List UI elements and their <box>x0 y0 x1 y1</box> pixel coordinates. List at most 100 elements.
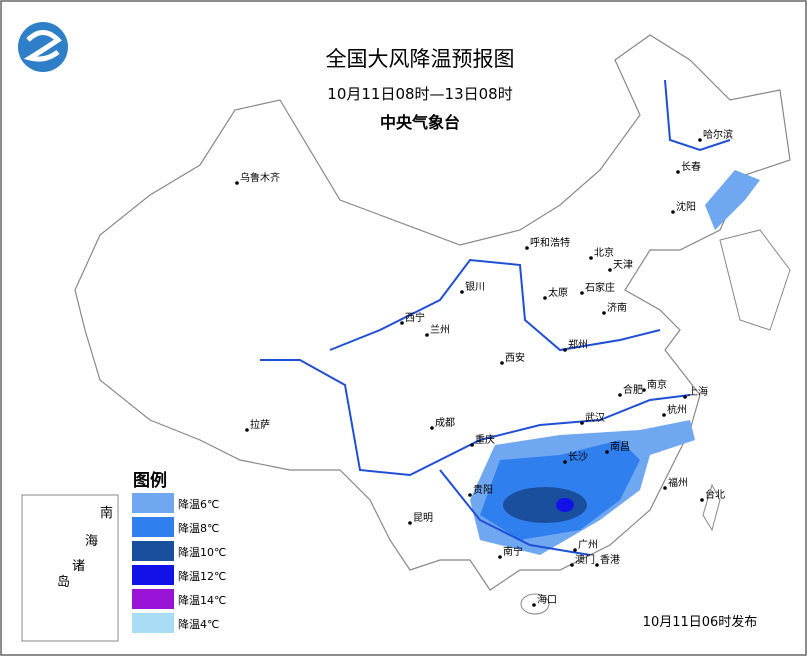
city-dot <box>245 428 249 432</box>
city-label: 合肥 <box>623 383 643 396</box>
title: 全国大风降温预报图 <box>326 47 515 71</box>
city-label: 银川 <box>465 280 485 293</box>
city-label: 南宁 <box>503 545 523 558</box>
subtitle: 10月11日08时—13日08时 <box>327 85 512 103</box>
city-dot <box>500 361 504 365</box>
taiwan-outline <box>702 483 721 532</box>
city-dot <box>543 296 547 300</box>
city-label: 兰州 <box>430 323 450 336</box>
city-dot <box>400 321 404 325</box>
legend-label: 降温14℃ <box>178 593 226 607</box>
inset-label: 南 <box>100 505 113 521</box>
city-label: 广州 <box>578 539 598 551</box>
logo <box>18 22 68 72</box>
legend-swatch <box>132 493 174 513</box>
city-label: 哈尔滨 <box>703 128 733 141</box>
legend-label: 降温12℃ <box>178 569 226 583</box>
city-dot <box>663 486 667 490</box>
city-label: 呼和浩特 <box>530 237 570 249</box>
city-label: 拉萨 <box>250 418 270 431</box>
legend-label: 降温4℃ <box>178 617 219 631</box>
legend-label: 降温8℃ <box>178 521 219 535</box>
legend-title: 图例 <box>133 470 167 491</box>
city-dot <box>525 246 529 250</box>
city-label: 西安 <box>505 351 525 364</box>
city-label: 沈阳 <box>676 200 696 213</box>
legend-swatch <box>132 565 174 585</box>
city-dot <box>580 291 584 295</box>
city-label: 贵阳 <box>473 483 493 496</box>
city-label: 杭州 <box>667 403 687 416</box>
city-dot <box>698 138 702 142</box>
city-label: 乌鲁木齐 <box>240 171 280 184</box>
city-label: 太原 <box>548 286 568 299</box>
city-label: 澳门 <box>575 553 595 566</box>
city-label: 济南 <box>607 301 627 314</box>
city-dot <box>580 421 584 425</box>
legend-swatch <box>132 589 174 609</box>
city-label: 福州 <box>668 476 688 489</box>
city-dot <box>430 426 434 430</box>
legend-label: 降温10℃ <box>178 545 226 559</box>
city-dot <box>683 395 687 399</box>
cooling-areas <box>470 170 760 555</box>
city-dot <box>563 348 567 352</box>
city-label: 西宁 <box>405 311 425 324</box>
inset-label: 岛 <box>57 574 70 590</box>
city-dot <box>470 443 474 447</box>
city-label: 郑州 <box>568 338 588 351</box>
city-dot <box>662 413 666 417</box>
city-label: 石家庄 <box>585 281 615 294</box>
city-dot <box>563 460 567 464</box>
city-dot <box>642 388 646 392</box>
city-label: 武汉 <box>585 411 605 424</box>
city-label: 香港 <box>600 554 620 566</box>
legend-swatch <box>132 541 174 561</box>
city-label: 南京 <box>647 378 667 391</box>
city-label: 重庆 <box>475 433 495 446</box>
city-label: 南昌 <box>610 440 630 453</box>
city-dot <box>589 256 593 260</box>
legend-swatch <box>132 517 174 537</box>
city-dot <box>498 555 502 559</box>
city-dot <box>460 290 464 294</box>
legend-swatch <box>132 613 174 633</box>
cooling-area <box>705 170 760 230</box>
inset-label: 海 <box>85 534 98 549</box>
city-dot <box>408 521 412 525</box>
city-dot <box>608 268 612 272</box>
city-label: 长沙 <box>568 451 588 463</box>
org: 中央气象台 <box>380 113 460 132</box>
city-dot <box>570 563 574 567</box>
rivers <box>260 79 731 556</box>
city-dot <box>602 311 606 315</box>
city-dot <box>618 393 622 397</box>
city-dot <box>573 548 577 552</box>
city-label: 昆明 <box>413 512 433 524</box>
city-dot <box>468 493 472 497</box>
city-label: 长春 <box>681 161 701 173</box>
city-dot <box>235 181 239 185</box>
city-label: 海口 <box>537 593 557 606</box>
city-dot <box>700 498 704 502</box>
issued: 10月11日06时发布 <box>643 614 758 630</box>
city-dot <box>605 450 609 454</box>
city-label: 天津 <box>613 259 633 271</box>
cooling-area <box>556 498 574 512</box>
legend: 降温6℃ 降温8℃ 降温10℃ 降温12℃ 降温14℃ 降温4℃ <box>132 493 226 633</box>
city-label: 北京 <box>594 246 614 259</box>
cooling-area <box>503 487 587 523</box>
legend-label: 降温6℃ <box>178 497 219 511</box>
city-dot <box>595 563 599 567</box>
city-dot <box>532 603 536 607</box>
city-dot <box>425 333 429 337</box>
city-label: 台北 <box>705 488 725 501</box>
city-dot <box>671 210 675 214</box>
inset-label: 诸 <box>72 559 85 574</box>
city-dot <box>676 170 680 174</box>
neighbor-outline <box>719 229 791 331</box>
city-label: 成都 <box>435 417 455 429</box>
inset-box <box>21 494 119 642</box>
